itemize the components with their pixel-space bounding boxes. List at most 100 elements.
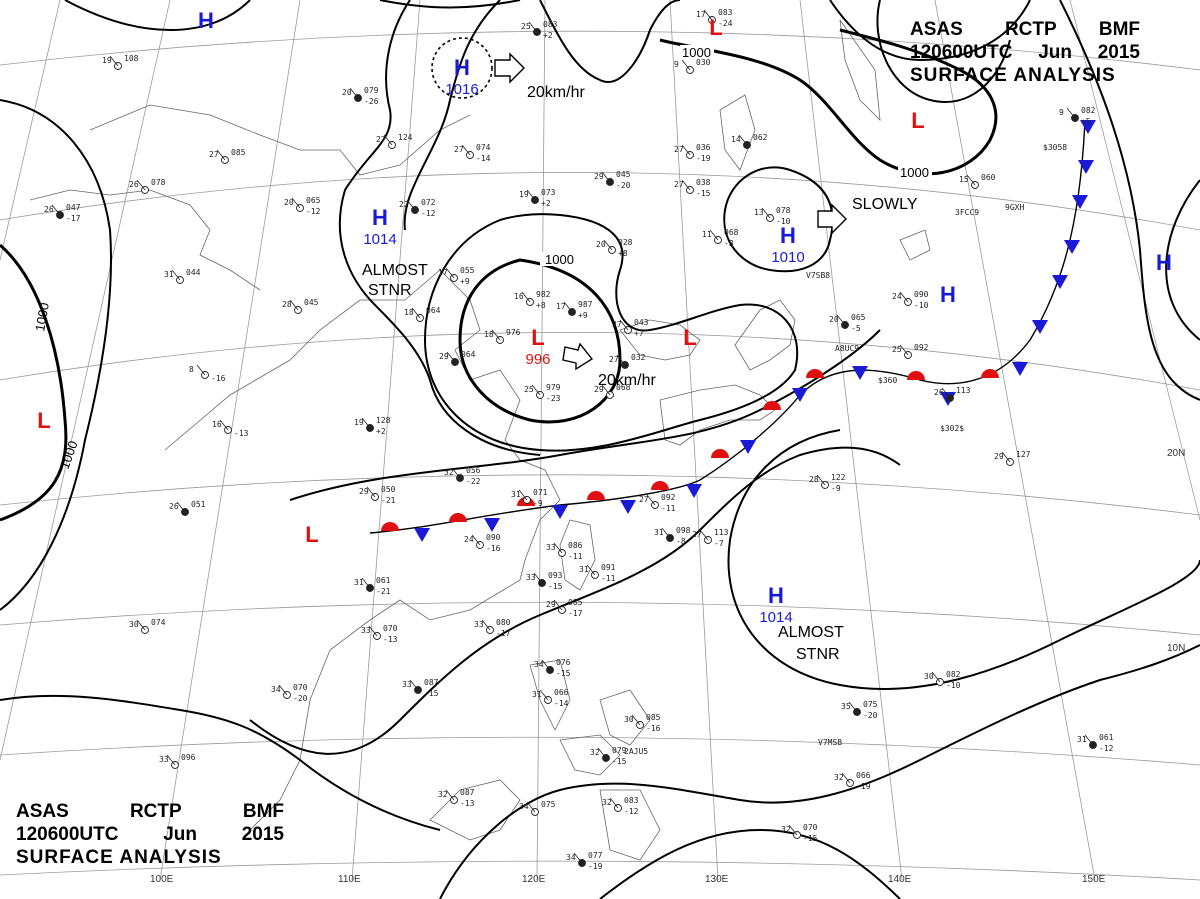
cold-front-triangle [1064,240,1080,254]
station-temperature: 34 [519,802,529,811]
station-pressure: 085 [568,598,583,607]
lon-label: 110E [338,874,361,885]
station-plot: 34 077 -19 [566,851,603,871]
high-pressure-center: H [768,583,784,608]
ship-callsign: 3FCC9 [955,208,979,217]
station-pressure: 050 [381,485,396,494]
station-temperature: 15 [959,175,969,184]
wind-barb [631,714,641,726]
station-pressure: 032 [631,353,646,362]
wind-barb [51,204,61,216]
station-pressure: 078 [151,178,166,187]
station-temperature: 31 [532,690,542,699]
station-tendency: -17 [568,609,583,618]
wind-barb [481,619,491,631]
wind-barb [539,689,549,701]
station-tendency: -15 [556,669,571,678]
station-pressure: 055 [460,266,475,275]
wind-barb [411,307,421,319]
station-tendency: -12 [306,207,321,216]
ship-callsign: V7MSB [818,738,842,747]
low-pressure-center: L [37,408,50,433]
lat-label: 20N [1167,448,1185,459]
high-pressure-center: H [198,8,214,33]
station-pressure: 987 [578,300,593,309]
chart-header-bottom: ASAS RCTP BMF 120600UTC Jun 2015 SURFACE… [16,800,284,869]
station-pressure: 108 [124,54,139,63]
station-temperature: 29 [359,487,369,496]
station-tendency: -14 [554,699,569,708]
station-temperature: 20 [342,88,352,97]
station-plot: 24 090 -10 [892,290,929,310]
station-plot: 34 076 -15 [534,658,571,678]
station-temperature: 27 [674,145,684,154]
wind-barb [1084,734,1094,746]
station-tendency: -15 [424,689,439,698]
station-pressure: 083 [543,20,558,29]
station-temperature: 16 [212,420,222,429]
station-pressure: 068 [616,383,631,392]
wind-barb [383,134,393,146]
station-pressure: 098 [676,526,691,535]
pressure-value: 1010 [771,249,804,266]
station-plot: 15 060 [959,173,996,189]
station-temperature: 8 [189,365,194,374]
station-pressure: 092 [914,343,929,352]
station-pressure: 079 [364,86,379,95]
station-plot: 33 096 [159,753,196,769]
high-pressure-center: H [780,223,796,248]
wind-barb [603,239,613,251]
station-tendency: -13 [460,799,475,808]
station-plot: 16 -13 [212,419,249,438]
station-temperature: 16 [514,292,524,301]
station-temperature: 33 [474,620,484,629]
cold-front-triangle [1032,320,1048,334]
station-plot: 26 051 [169,500,206,516]
wind-barb [1066,107,1076,119]
station-tendency: +5 [1081,117,1091,126]
stnr-label: STNR [796,646,840,663]
station-plot: 33 093 -15 [526,571,563,591]
ship-callsign: 9GXH [1005,203,1024,212]
station-temperature: 24 [892,292,902,301]
station-plot: 28 122 -9 [809,473,846,493]
station-plot: 18 064 [404,306,441,322]
high-pressure-center: H [940,282,956,307]
station-tendency: -11 [601,574,616,583]
station-temperature: 27 [376,135,386,144]
station-pressure: 028 [618,238,633,247]
station-tendency: -17 [496,629,511,638]
station-plot: 34 070 -20 [271,683,308,703]
header-title: SURFACE ANALYSIS [910,65,1116,86]
wind-barb [553,542,563,554]
station-plot: 30 085 -16 [624,713,661,733]
station-temperature: 32 [438,790,448,799]
station-plot: 20 028 +8 [596,238,633,258]
stnr-label: ALMOST [778,624,844,641]
speed-label: 20km/hr [598,372,656,389]
wind-barb [445,789,455,801]
station-pressure: 066 [856,771,871,780]
header-station: RCTP [129,801,182,822]
cold-front-triangle [620,500,636,514]
station-pressure: 074 [476,143,491,152]
cold-front-triangle [852,366,868,380]
station-tendency: +9 [460,277,470,286]
station-temperature: 11 [702,230,712,239]
station-tendency: -13 [234,429,249,438]
station-tendency: -13 [383,635,398,644]
station-plot: 33 087 -15 [402,678,439,698]
station-temperature: 33 [159,755,169,764]
station-temperature: 27 [674,180,684,189]
header-month: Jun [1038,42,1072,63]
station-pressure: 128 [376,416,391,425]
station-temperature: 31 [1077,735,1087,744]
station-temperature: 30 [924,672,934,681]
header-code: BMF [1098,19,1140,40]
cold-front-triangle [552,505,568,519]
station-pressure: 036 [696,143,711,152]
header-time: 120600UTC [910,42,1013,63]
station-pressure: 982 [536,290,551,299]
station-tendency: -8 [724,239,734,248]
